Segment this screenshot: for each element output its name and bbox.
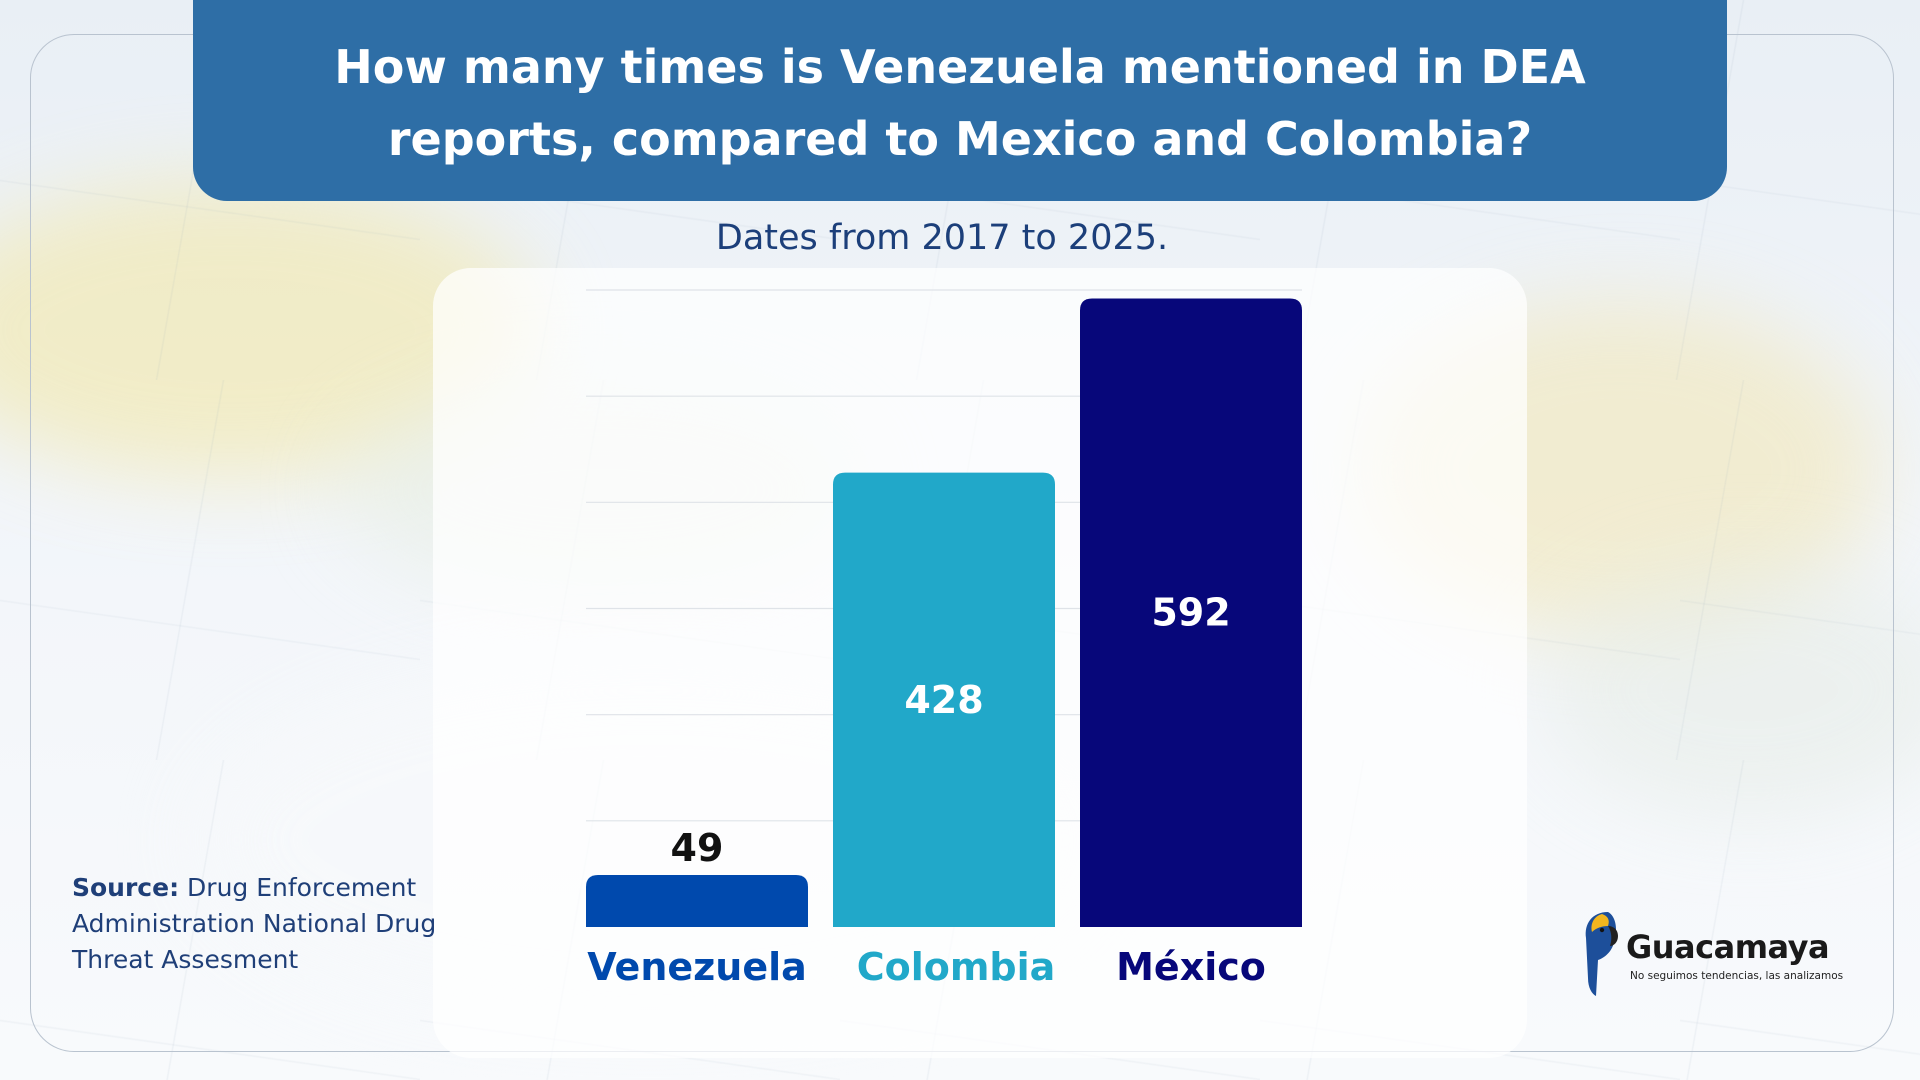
chart-subtitle: Dates from 2017 to 2025.	[715, 218, 1169, 258]
data-label: 49	[671, 826, 724, 870]
bar-colombia	[833, 472, 1055, 927]
source-label: Source:	[72, 873, 180, 902]
bar-méxico	[1080, 298, 1302, 927]
category-label: Venezuela	[587, 945, 807, 989]
macaw-icon	[1585, 912, 1618, 996]
source-text: Drug Enforcement Administration National…	[72, 873, 437, 974]
data-label: 428	[904, 678, 983, 722]
category-label: México	[1116, 945, 1266, 989]
category-label: Colombia	[857, 945, 1056, 989]
chart-title: How many times is Venezuela mentioned in…	[334, 39, 1586, 166]
guacamaya-logo: Guacamaya No seguimos tendencias, las an…	[1578, 908, 1843, 998]
title-banner: How many times is Venezuela mentioned in…	[193, 0, 1727, 201]
source-note: Source: Drug Enforcement Administration …	[72, 870, 452, 978]
data-label: 592	[1151, 591, 1230, 635]
brand-name: Guacamaya	[1626, 928, 1830, 966]
brand-tagline: No seguimos tendencias, las analizamos	[1630, 970, 1844, 982]
bar-venezuela	[586, 874, 808, 927]
